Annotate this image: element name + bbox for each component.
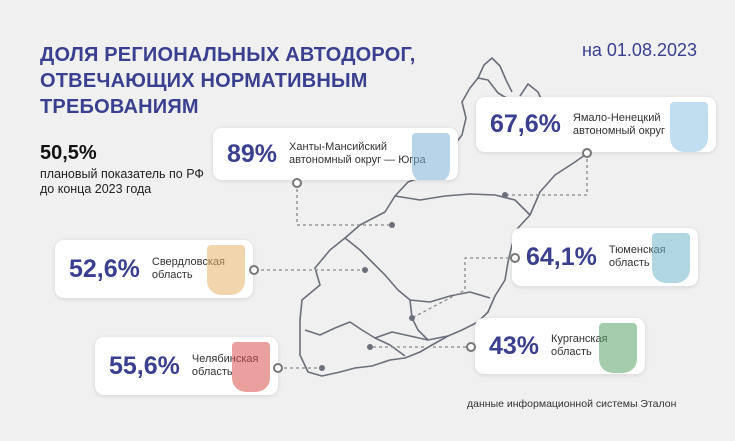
tyumen-emblem-icon bbox=[652, 233, 690, 283]
city-dot-yanao bbox=[502, 192, 508, 198]
city-dot-tyumen bbox=[409, 315, 415, 321]
chelyabinsk-emblem-icon bbox=[232, 342, 270, 392]
region-card-chelyabinsk: 55,6% Челябинская область bbox=[95, 337, 278, 395]
sverdlovsk-emblem-icon bbox=[207, 245, 245, 295]
marker-tyumen bbox=[510, 253, 520, 263]
khmao-emblem-icon bbox=[412, 133, 450, 180]
region-name: Ямало-Ненецкий автономный округ bbox=[572, 111, 666, 137]
city-dot-kurgan bbox=[367, 344, 373, 350]
region-percent: 55,6% bbox=[109, 351, 180, 380]
region-name: Тюменская область bbox=[608, 244, 666, 269]
border-chelyabinsk bbox=[304, 321, 406, 357]
region-percent: 43% bbox=[489, 331, 540, 360]
border-sverdlovsk-tyumen bbox=[409, 299, 429, 341]
connector-khmao bbox=[296, 183, 392, 226]
marker-chelyabinsk bbox=[273, 363, 283, 373]
region-name: Ханты-Мансийский автономный округ — Югра bbox=[289, 141, 426, 166]
marker-sverdlovsk bbox=[249, 265, 259, 275]
region-card-tyumen: 64,1% Тюменская область bbox=[512, 228, 698, 286]
connector-tyumen bbox=[411, 257, 515, 319]
region-card-kurgan: 43% Курганская область bbox=[475, 318, 645, 374]
region-name: Свердловская область bbox=[151, 256, 225, 281]
city-dot-khmao bbox=[389, 222, 395, 228]
kurgan-emblem-icon bbox=[599, 323, 637, 373]
city-dot-chelyabinsk bbox=[319, 365, 325, 371]
yanao-emblem-icon bbox=[670, 102, 708, 152]
border-khmao-sverdlovsk bbox=[344, 237, 491, 303]
region-percent: 64,1% bbox=[526, 242, 597, 271]
region-name: Курганская область bbox=[551, 333, 608, 358]
marker-kurgan bbox=[466, 342, 476, 352]
region-percent: 89% bbox=[227, 139, 278, 168]
marker-yanao bbox=[582, 148, 592, 158]
region-card-khmao: 89% Ханты-Мансийский автономный округ — … bbox=[213, 128, 458, 180]
region-percent: 52,6% bbox=[69, 254, 140, 283]
report-date: на 01.08.2023 bbox=[581, 40, 697, 60]
connector-yanao bbox=[505, 153, 588, 196]
border-yanao-khmao bbox=[394, 193, 531, 216]
data-source-note: данные информационной системы Эталон bbox=[467, 398, 677, 410]
border-kurgan bbox=[374, 331, 449, 341]
city-dot-sverdlovsk bbox=[362, 267, 368, 273]
target-indicator-value: 50,5% bbox=[40, 142, 97, 164]
region-card-sverdlovsk: 52,6% Свердловская область bbox=[55, 240, 253, 298]
marker-khmao bbox=[292, 178, 302, 188]
region-percent: 67,6% bbox=[490, 110, 561, 138]
page-title: ДОЛЯ РЕГИОНАЛЬНЫХ АВТОДОРОГ, ОТВЕЧАЮЩИХ … bbox=[40, 44, 416, 118]
target-indicator-caption: плановый показатель по РФ до конца 2023 … bbox=[40, 167, 204, 196]
region-card-yanao: 67,6% Ямало-Ненецкий автономный округ bbox=[476, 97, 716, 152]
